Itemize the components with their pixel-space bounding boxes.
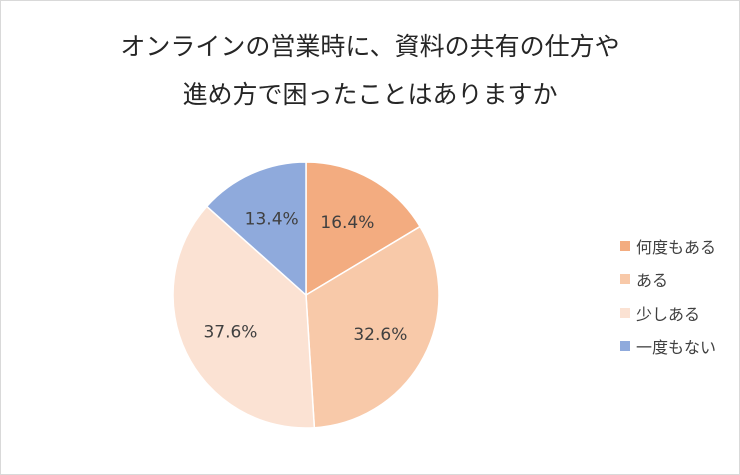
legend-item-many-times: 何度もある <box>620 229 716 263</box>
data-label-never: 13.4% <box>245 209 299 229</box>
legend-label: 少しある <box>636 304 701 324</box>
legend-swatch <box>620 307 630 318</box>
pie-slice-a-little <box>172 205 316 429</box>
legend-item-never: 一度もない <box>620 330 716 364</box>
data-label-a-little: 37.6% <box>203 323 257 343</box>
chart-title: オンラインの営業時に、資料の共有の仕方や 進め方で困ったことはありますか <box>1 23 739 119</box>
pie-slice-many-times <box>305 161 422 297</box>
chart-title-line-2: 進め方で困ったことはありますか <box>182 80 558 109</box>
pie-slice-never <box>205 161 307 297</box>
legend-item-a-little: 少しある <box>620 296 716 330</box>
data-label-yes: 32.6% <box>353 325 407 345</box>
legend-item-yes: ある <box>620 263 716 297</box>
legend-swatch <box>620 240 630 251</box>
legend-swatch <box>620 274 630 285</box>
legend-label: 何度もある <box>636 237 717 257</box>
legend-label: 一度もない <box>636 338 717 358</box>
legend: 何度もある ある 少しある 一度もない <box>620 229 716 363</box>
pie-slice-yes <box>305 225 440 429</box>
legend-swatch <box>620 341 630 352</box>
legend-label: ある <box>636 271 669 291</box>
data-label-many-times: 16.4% <box>320 213 374 233</box>
chart-title-line-1: オンラインの営業時に、資料の共有の仕方や <box>120 32 620 61</box>
